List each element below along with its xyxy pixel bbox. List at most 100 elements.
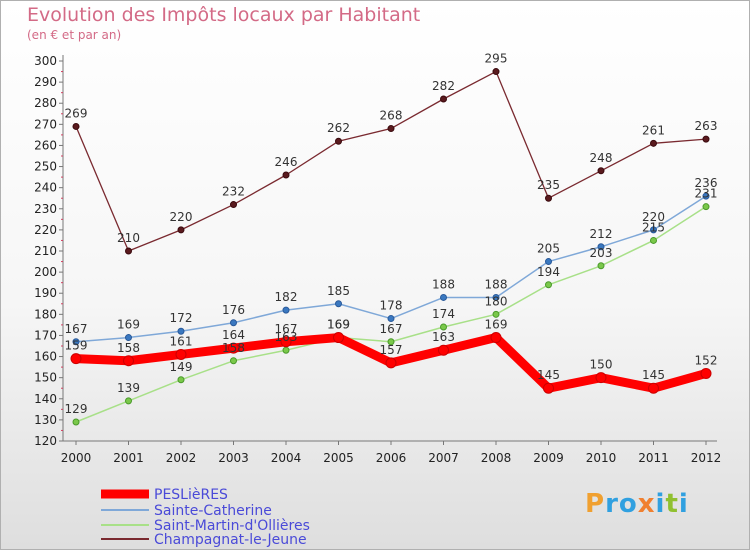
data-point [230,357,237,365]
data-label: 203 [590,246,613,260]
legend-entry: Saint-Martin-d'Ollières [154,518,310,534]
data-label: 220 [642,210,665,224]
data-point [387,338,395,346]
data-label: 145 [642,368,665,382]
data-label: 194 [537,265,560,279]
data-point [700,367,712,379]
chart-title: Evolution des Impôts locaux par Habitant [27,4,421,26]
data-label: 220 [170,210,193,224]
data-label: 176 [222,303,245,317]
data-label: 182 [275,290,298,304]
x-tick-label: 2006 [376,451,407,465]
data-point [702,135,710,143]
data-point [387,315,395,323]
data-label: 152 [695,353,718,367]
data-point [333,332,344,344]
data-point [440,95,447,103]
data-label: 167 [380,322,403,336]
data-label: 169 [327,318,350,332]
data-label: 212 [590,227,613,241]
data-point [177,327,185,335]
y-tick-label: 210 [34,244,57,258]
data-label: 158 [222,341,245,355]
data-point [492,68,500,76]
data-label: 246 [275,155,298,169]
y-tick-label: 260 [34,138,57,152]
data-label: 164 [222,328,245,342]
data-point [125,397,132,405]
data-point [650,226,657,234]
chart-subtitle: (en € et par an) [27,28,122,42]
logo-letter: i [655,489,666,519]
data-point [335,137,342,145]
data-label: 263 [695,119,718,133]
data-point [440,293,447,301]
data-point [597,262,605,270]
data-label: 145 [537,368,560,382]
data-label: 210 [117,231,140,245]
data-point [650,236,657,244]
data-label: 172 [170,311,193,325]
data-point [438,344,449,356]
x-tick-label: 2001 [113,451,144,465]
logo-letter: r [605,489,619,519]
data-label: 169 [117,318,140,332]
data-label: 163 [275,330,298,344]
data-label: 174 [432,307,455,321]
data-point [597,243,605,251]
data-point [597,167,605,175]
data-point [545,258,552,266]
data-point [282,171,290,179]
x-tick-label: 2010 [586,451,617,465]
data-label: 268 [380,109,403,123]
data-point [702,192,710,200]
y-tick-label: 140 [34,392,57,406]
data-point [72,122,80,130]
data-label: 129 [65,402,88,416]
data-point [282,346,290,354]
logo-letter: x [637,489,656,519]
y-tick-label: 280 [34,96,57,110]
proxiti-logo: Proxiti [585,489,689,519]
data-point [335,300,342,308]
x-tick-label: 2012 [691,451,722,465]
data-label: 185 [327,284,350,298]
data-point [72,418,80,426]
data-label: 149 [170,360,193,374]
data-label: 262 [327,121,350,135]
data-point [492,310,500,318]
y-tick-label: 250 [34,160,57,174]
y-tick-label: 220 [34,223,57,237]
data-point [490,332,502,344]
data-label: 167 [65,322,88,336]
data-point [70,353,82,365]
data-point [230,319,237,327]
data-point [125,247,132,255]
data-point [385,357,397,369]
data-point [387,125,395,133]
y-tick-label: 150 [34,371,57,385]
data-label: 236 [695,176,718,190]
data-point [125,334,132,342]
data-label: 188 [485,277,508,291]
y-tick-label: 160 [34,350,57,364]
logo-letter: P [585,489,606,519]
x-tick-label: 2000 [61,451,92,465]
logo-letter: t [665,489,679,519]
legend-entry: Champagnat-le-Jeune [154,532,307,548]
data-label: 231 [695,187,718,201]
y-tick-label: 190 [34,286,57,300]
data-label: 205 [537,242,560,256]
y-tick-label: 290 [34,75,57,89]
data-point [545,281,552,289]
data-point [177,376,185,384]
x-tick-label: 2004 [271,451,302,465]
logo-letter: i [678,489,689,519]
data-point [545,194,552,202]
data-point [650,139,657,147]
data-point [543,382,554,394]
data-label: 169 [327,318,350,332]
data-label: 180 [485,294,508,308]
data-point [282,306,290,314]
